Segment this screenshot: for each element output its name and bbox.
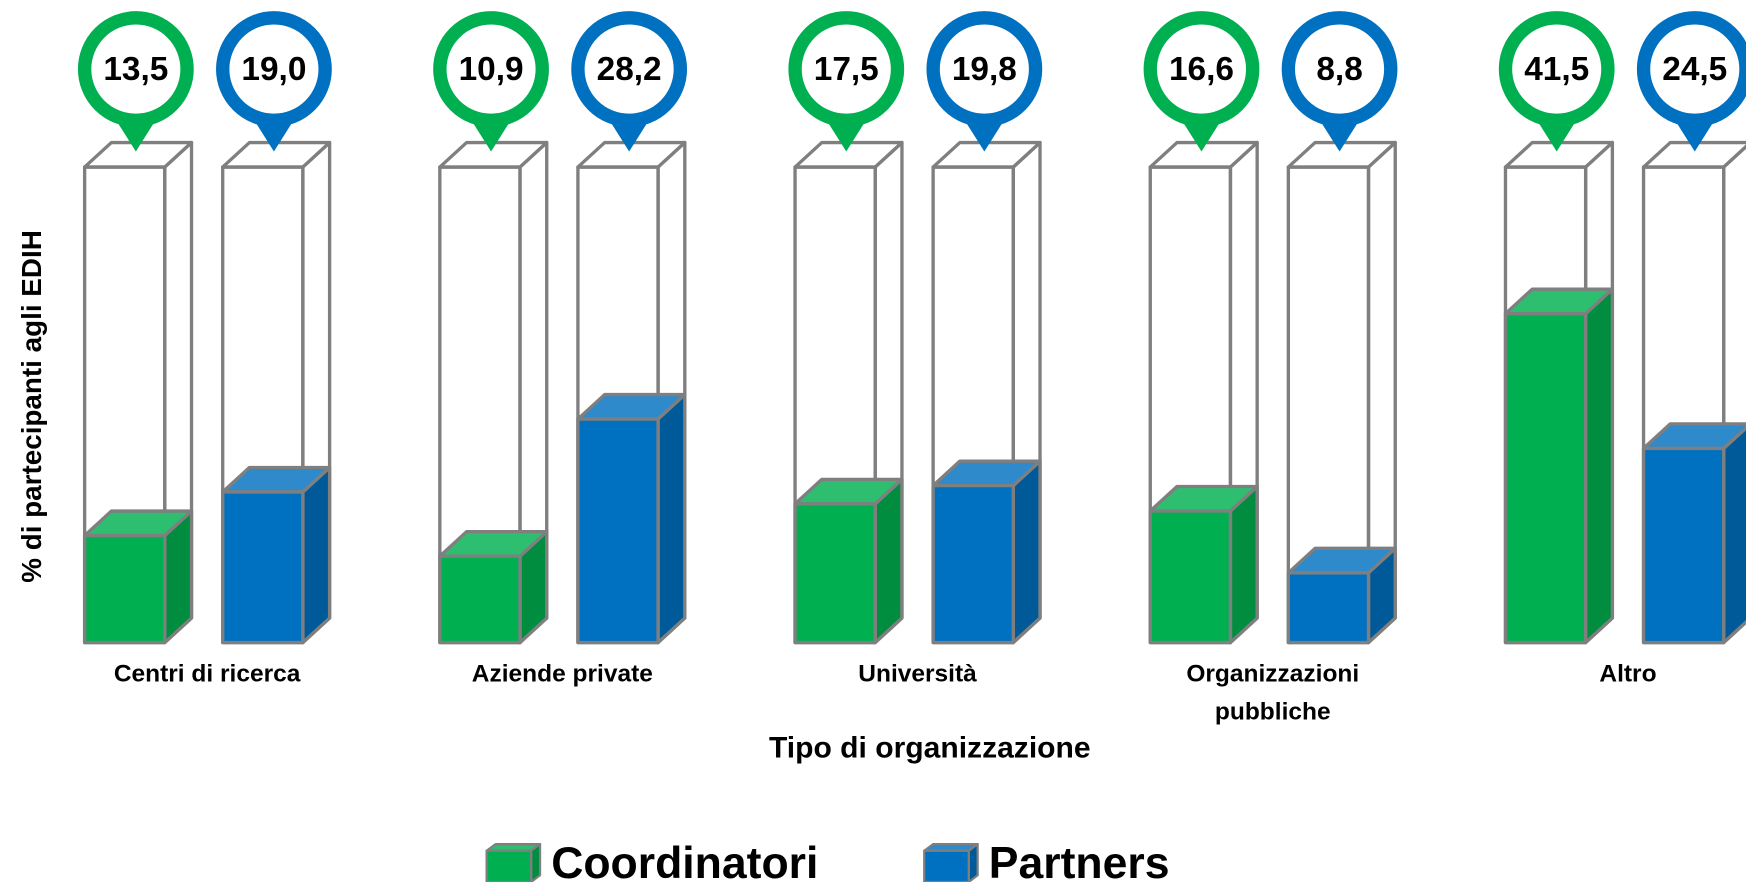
label-bubble — [1281, 11, 1398, 127]
bar-side — [1228, 484, 1259, 645]
category-label-box: Università — [858, 659, 977, 688]
x-tick-label: Centri di ricerca — [113, 659, 301, 688]
label-bubble — [216, 11, 332, 127]
value-label: 28,2 — [597, 51, 662, 88]
value-label: 16,6 — [1169, 51, 1234, 88]
value-label: 10,9 — [459, 51, 524, 88]
x-tick-label: Altro — [1599, 659, 1657, 688]
legend-swatch — [923, 849, 970, 882]
legend-swatch-side — [967, 842, 979, 882]
bar — [82, 533, 167, 645]
bar-side — [301, 465, 332, 645]
bar — [221, 490, 305, 645]
x-tick-label: Università — [858, 659, 977, 688]
x-tick-label: Aziende private — [471, 659, 653, 688]
bar — [1503, 312, 1588, 645]
bar-side — [1583, 287, 1615, 645]
x-tick-label: Organizzazioni pubbliche — [1186, 659, 1360, 725]
bar-side — [656, 392, 687, 645]
value-label: 19,0 — [241, 51, 306, 88]
value-label: 24,5 — [1662, 51, 1727, 88]
label-bubble — [433, 11, 549, 127]
bar-side — [873, 477, 904, 645]
bar — [438, 554, 522, 645]
legend-swatch — [485, 849, 533, 882]
label-bubble — [926, 11, 1043, 127]
legend-label: Partners — [989, 839, 1170, 882]
bar — [1148, 509, 1233, 645]
label-bubble — [788, 11, 905, 127]
bar — [576, 417, 660, 645]
category-label-box: Altro — [1599, 659, 1657, 688]
label-bubble — [1498, 11, 1615, 127]
bar — [1641, 446, 1726, 645]
y-axis-title: % di partecipanti agli EDIH — [16, 230, 47, 583]
category-label-box: Aziende private — [471, 659, 653, 688]
value-label: 19,8 — [952, 51, 1017, 88]
bar-side — [1011, 459, 1042, 645]
label-bubble — [77, 11, 194, 127]
legend-label: Coordinatori — [551, 839, 818, 882]
value-label: 17,5 — [814, 51, 879, 88]
bar — [793, 502, 877, 645]
x-axis-title: Tipo di organizzazione — [769, 731, 1091, 764]
value-label: 41,5 — [1524, 51, 1589, 88]
bar — [931, 483, 1015, 645]
legend-swatch-side — [530, 842, 542, 882]
value-label: 13,5 — [103, 51, 168, 88]
category-label-box: Centri di ricerca — [113, 659, 301, 688]
label-bubble — [1636, 11, 1746, 127]
bar — [1286, 571, 1371, 645]
label-bubble — [571, 11, 688, 127]
category-label-box: Organizzazioni pubbliche — [1186, 659, 1360, 725]
value-label: 8,8 — [1316, 51, 1362, 88]
label-bubble — [1143, 11, 1260, 127]
bar-side — [1722, 425, 1746, 645]
